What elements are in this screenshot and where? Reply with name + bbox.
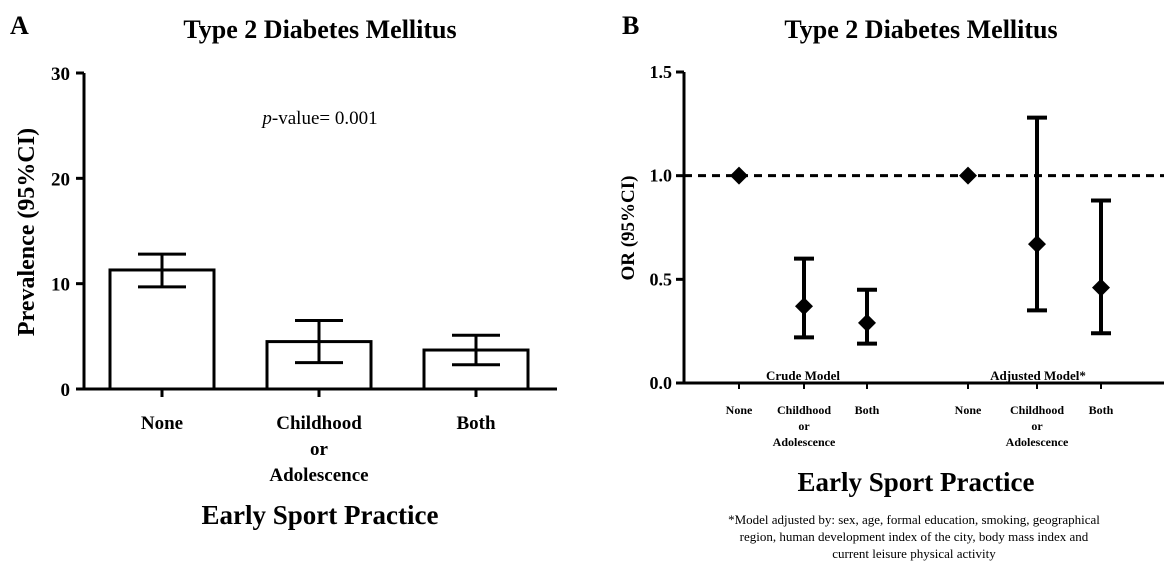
panel-a-x-axis-label: Early Sport Practice	[202, 500, 439, 530]
or-marker-adjusted-model-childhood	[1028, 235, 1046, 254]
p-value-rest: -value= 0.001	[272, 108, 378, 129]
or-marker-crude-model-both	[858, 313, 876, 332]
panel-a-category-label: Childhood	[276, 413, 362, 434]
panel-b-category-label: None	[955, 403, 982, 417]
panel-b-category-label: Adolescence	[1006, 435, 1069, 449]
footnote-line-3: current leisure physical activity	[832, 546, 996, 561]
panel-b-category-label: Childhood	[777, 403, 831, 417]
panel-b-axes: 0.0 0.5 1.0 1.5 Crude Model None Childhood or Ad…	[650, 62, 1164, 449]
panel-a: A Type 2 Diabetes Mellitus Prevalence (9…	[10, 11, 557, 530]
or-marker-crude-model-none	[730, 166, 748, 185]
panel-a-y-tick-label: 30	[51, 64, 70, 85]
panel-b-category-label: or	[1031, 419, 1043, 433]
footnote-line-2: region, human development index of the c…	[740, 529, 1089, 544]
panel-b-y-tick-label: 0.0	[650, 373, 673, 393]
panel-b-group-label-crude-model: Crude Model	[766, 368, 840, 383]
panel-b-category-label: or	[798, 419, 810, 433]
panel-b-title: Type 2 Diabetes Mellitus	[784, 15, 1057, 44]
panel-b-category-label: Both	[855, 403, 880, 417]
panel-a-y-tick-label: 0	[61, 380, 71, 401]
panel-b-label: B	[622, 11, 639, 40]
panel-b-y-tick-label: 1.0	[650, 166, 673, 186]
panel-b-footnote: *Model adjusted by: sex, age, formal edu…	[728, 512, 1100, 561]
panel-a-category-label: None	[141, 413, 183, 434]
panel-b-category-label: None	[726, 403, 753, 417]
panel-a-p-value-annotation: p-value= 0.001	[260, 108, 377, 129]
panel-a-y-tick-label: 10	[51, 275, 70, 296]
panel-b-y-tick-label: 0.5	[650, 269, 673, 289]
footnote-line-1: *Model adjusted by: sex, age, formal edu…	[728, 512, 1100, 527]
panel-a-y-axis-label: Prevalence (95%CI)	[14, 128, 40, 336]
panel-b-y-tick-label: 1.5	[650, 62, 673, 82]
panel-a-title: Type 2 Diabetes Mellitus	[183, 15, 456, 44]
panel-a-category-label: Both	[456, 413, 496, 434]
or-marker-adjusted-model-both	[1092, 278, 1110, 297]
panel-b-x-axis-label: Early Sport Practice	[798, 467, 1035, 497]
bar-none	[108, 268, 216, 391]
or-marker-adjusted-model-none	[959, 166, 977, 185]
panel-b-group-label-adjusted-model: Adjusted Model*	[990, 368, 1086, 383]
panel-b-category-label: Both	[1089, 403, 1114, 417]
panel-b-category-label: Adolescence	[773, 435, 836, 449]
p-value-italic: p	[260, 108, 272, 129]
panel-a-label: A	[10, 11, 29, 40]
panel-b-markers	[730, 115, 1111, 346]
panel-a-bars	[108, 252, 530, 391]
panel-b-y-axis-label: OR (95%CI)	[618, 175, 639, 280]
panel-b-category-label: Childhood	[1010, 403, 1064, 417]
panel-a-category-label: or	[310, 439, 329, 460]
or-marker-crude-model-childhood	[795, 297, 813, 316]
panel-b: B Type 2 Diabetes Mellitus OR (95%CI) Ea…	[618, 11, 1164, 561]
panel-a-y-tick-label: 20	[51, 169, 70, 190]
panel-a-category-label: Adolescence	[269, 465, 368, 486]
